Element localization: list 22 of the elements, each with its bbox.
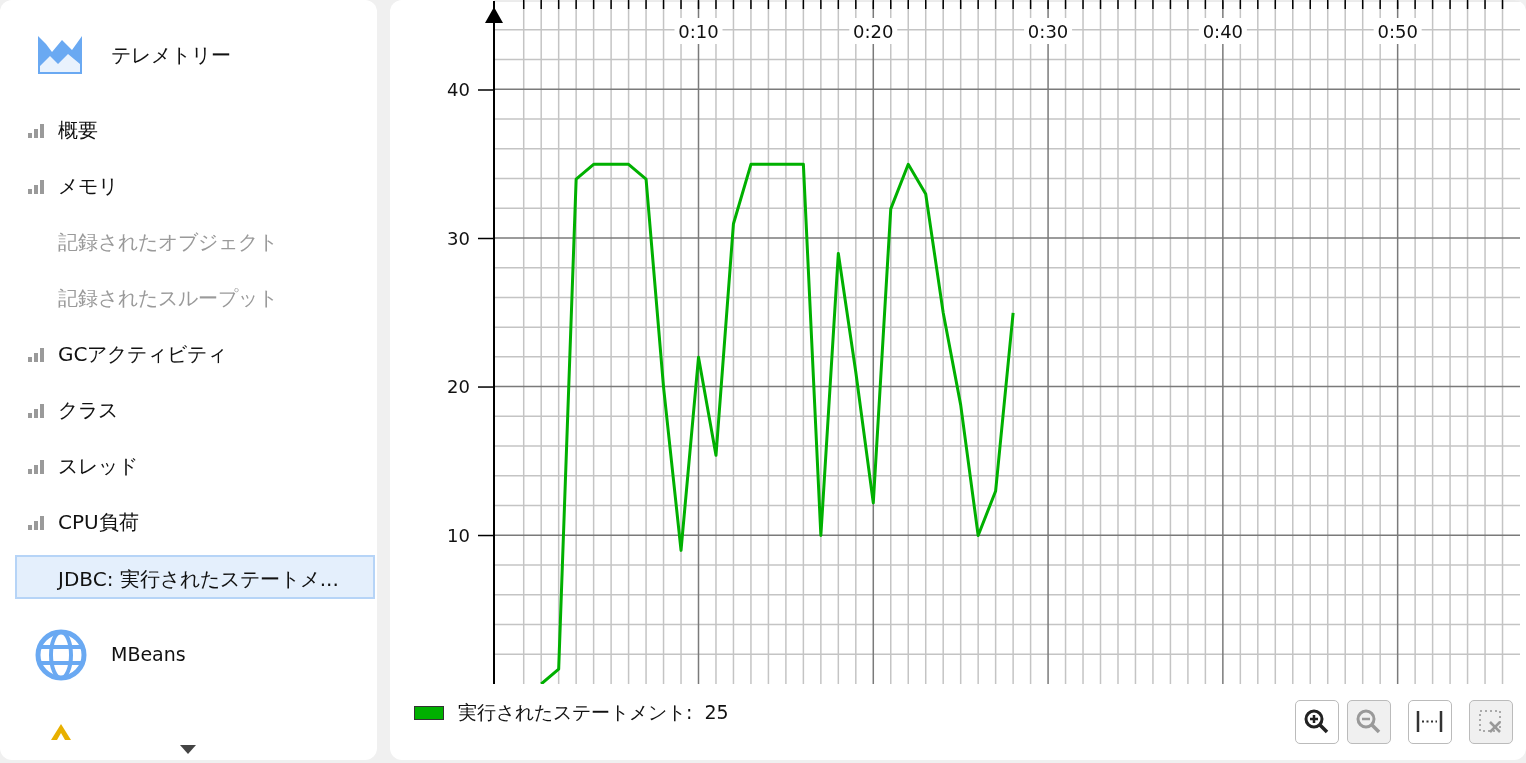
- y-tick-label: 20: [447, 376, 470, 398]
- x-tick-label: 0:30: [1027, 21, 1069, 42]
- text: スレッド: [58, 453, 138, 480]
- x-tick-label: 0:50: [1377, 21, 1418, 42]
- y-tick-label: 10: [447, 524, 470, 546]
- x-tick-label: 0:40: [1202, 21, 1244, 42]
- legend-label: 実行されたステートメント: 25: [458, 700, 729, 725]
- text: テレメトリー: [111, 42, 231, 69]
- text: 概要: [58, 117, 98, 144]
- x-tick-label: 0:20: [853, 21, 894, 42]
- x-tick-label: 0:10: [678, 21, 719, 42]
- y-tick-label: 40: [447, 79, 470, 101]
- text: メモリ: [58, 173, 118, 200]
- text: 記録されたスループット: [58, 285, 278, 312]
- text: CPU負荷: [58, 509, 139, 536]
- text: GCアクティビティ: [58, 341, 228, 368]
- text: クラス: [58, 397, 118, 424]
- text: JDBC: 実行されたステートメ...: [58, 566, 339, 593]
- text: MBeans: [111, 643, 186, 665]
- text: 記録されたオブジェクト: [58, 229, 278, 256]
- line-series: [539, 162, 1015, 684]
- y-tick-label: 30: [447, 227, 470, 249]
